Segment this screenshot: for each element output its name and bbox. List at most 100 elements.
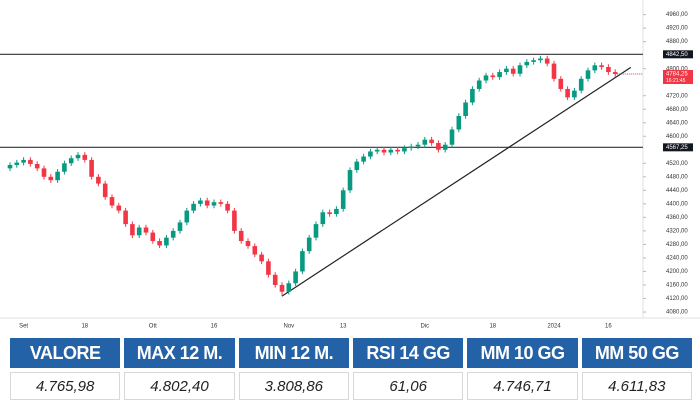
candle-body [456, 115, 462, 130]
candle-body [164, 237, 169, 246]
candle-body [306, 237, 312, 252]
level-label: 4567,25 [666, 145, 688, 151]
candle-body [14, 162, 20, 165]
y-tick-label: 4160,00 [666, 283, 688, 289]
candle-body [599, 65, 604, 67]
candle-body [490, 75, 496, 78]
candle-body [422, 139, 428, 145]
candle-body [238, 230, 244, 242]
header-cell: MM 50 GG [581, 338, 692, 368]
candle-body [204, 200, 210, 206]
value-cell: 4.765,98 [10, 372, 121, 400]
y-tick-label: 4880,00 [666, 39, 688, 45]
candle-body [517, 65, 523, 74]
candle-body [96, 176, 101, 184]
y-tick-label: 4960,00 [666, 12, 688, 18]
candle-body [259, 254, 264, 262]
candle-body [544, 58, 550, 64]
y-tick-label: 4600,00 [666, 134, 688, 140]
y-tick-label: 4240,00 [666, 256, 688, 262]
candle-body [21, 159, 26, 163]
candle-body [28, 159, 33, 164]
candle-body [551, 63, 557, 79]
header-cell: MM 10 GG [467, 338, 578, 368]
level-label: 4842,50 [666, 52, 688, 58]
candle-body [361, 156, 366, 162]
candle-body [68, 158, 74, 164]
candle-body [463, 102, 468, 116]
candle-body [558, 78, 564, 89]
y-tick-label: 4640,00 [666, 120, 688, 126]
candle-body [347, 170, 353, 191]
y-tick-label: 4360,00 [666, 215, 688, 221]
x-tick-label: 13 [340, 324, 347, 330]
candle-body [75, 154, 81, 159]
value-cell: 4.611,83 [581, 372, 692, 400]
candle-body [232, 210, 237, 231]
candle-body [89, 159, 94, 177]
y-tick-label: 4480,00 [666, 174, 688, 180]
candle-body [320, 212, 326, 225]
y-tick-label: 4720,00 [666, 93, 688, 99]
candle-body [218, 202, 224, 204]
value-cell: 4.746,71 [467, 372, 578, 400]
candle-body [415, 144, 421, 147]
candle-body [606, 66, 611, 73]
y-tick-label: 4520,00 [666, 161, 688, 167]
candle-body [170, 230, 176, 238]
header-cell: MIN 12 M. [238, 338, 349, 368]
candle-body [408, 146, 414, 149]
candle-body [402, 148, 407, 152]
candle-body [143, 227, 149, 233]
candle-body [272, 274, 278, 285]
candle-body [279, 284, 285, 292]
candle-body [497, 72, 502, 78]
candle-body [116, 205, 122, 211]
candle-body [225, 203, 230, 211]
x-tick-label: 16 [211, 324, 218, 330]
y-tick-label: 4440,00 [666, 188, 688, 194]
x-tick-label: 18 [489, 324, 496, 330]
candle-body [476, 80, 482, 89]
y-tick-label: 4680,00 [666, 107, 688, 113]
x-tick-label: 2024 [547, 324, 561, 330]
x-tick-label: Ott [149, 324, 157, 330]
candle-body [136, 227, 142, 236]
candle-body [612, 72, 618, 74]
candle-body [374, 149, 380, 152]
candle-body [293, 271, 298, 284]
candle-body [62, 163, 67, 172]
x-tick-label: Dic [420, 324, 429, 330]
y-tick-label: 4400,00 [666, 201, 688, 207]
candle-body [531, 60, 536, 62]
candle-body [388, 149, 394, 153]
value-cell: 3.808,86 [238, 372, 349, 400]
level-tag [663, 50, 693, 59]
candle-body [123, 210, 128, 225]
candle-body [572, 90, 577, 98]
candle-body [198, 200, 203, 204]
y-tick-label: 4920,00 [666, 26, 688, 32]
candle-body [313, 224, 319, 238]
candle-body [442, 144, 448, 150]
candle-body [449, 129, 455, 145]
x-tick-label: 18 [81, 324, 88, 330]
candle-body [41, 168, 47, 177]
candle-body [592, 65, 598, 71]
header-cell: MAX 12 M. [124, 338, 235, 368]
candle-body [340, 190, 346, 209]
candle-body [245, 241, 251, 247]
candle-body [368, 151, 373, 157]
y-tick-label: 4120,00 [666, 296, 688, 302]
x-tick-label: Set [19, 324, 28, 330]
y-tick-label: 4200,00 [666, 269, 688, 275]
price-label: 4784,25 [666, 72, 688, 78]
candle-body [585, 70, 591, 79]
candle-body [429, 139, 434, 144]
candle-body [354, 161, 360, 171]
candle-body [157, 241, 162, 246]
candle-body [252, 246, 258, 255]
candle-body [565, 88, 570, 98]
y-tick-label: 4320,00 [666, 228, 688, 234]
